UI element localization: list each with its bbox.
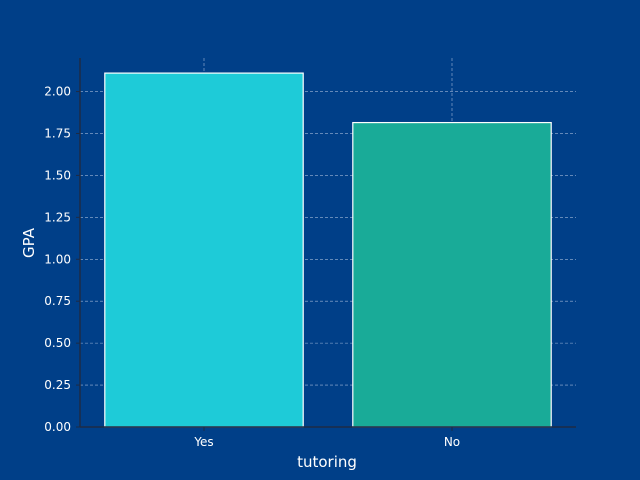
x-axis-title: tutoring [297,453,357,471]
bar-yes [104,72,304,428]
x-tick-label: No [444,435,460,449]
y-axis-title: GPA [20,227,38,258]
axes [79,58,576,428]
x-tick-label: Yes [193,435,213,449]
y-tick-label: 0.50 [44,336,71,350]
y-tick-label: 1.50 [44,168,71,182]
y-tick-label: 0.75 [44,294,71,308]
y-tick-label: 0.00 [44,420,71,434]
y-tick-label: 1.00 [44,252,71,266]
x-tick-labels: Yes No [193,427,460,449]
bars [104,72,552,428]
y-tick-label: 2.00 [44,85,71,99]
y-tick-label: 0.25 [44,378,71,392]
bar-no [352,121,552,428]
y-tick-labels: 0.00 0.25 0.50 0.75 1.00 1.25 1.50 1.75 2.00 [44,85,80,434]
y-tick-label: 1.25 [44,210,71,224]
y-tick-label: 1.75 [44,126,71,140]
